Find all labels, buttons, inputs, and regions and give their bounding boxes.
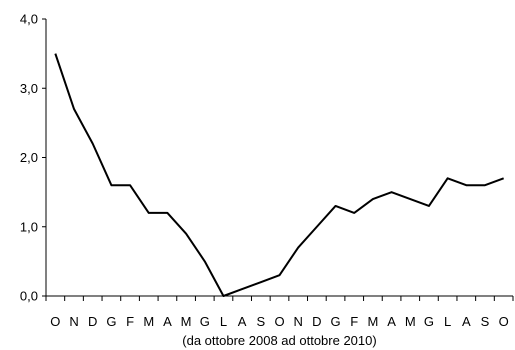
y-axis: 0,0 1,0 2,0 3,0 4,0 xyxy=(20,12,47,304)
x-tick-label: A xyxy=(387,314,396,329)
x-tick-label: D xyxy=(312,314,321,329)
y-tick-label: 2,0 xyxy=(20,150,38,165)
x-tick-label: G xyxy=(200,314,210,329)
x-tick-label: O xyxy=(50,314,60,329)
x-tick-label: A xyxy=(163,314,172,329)
x-tick-label: M xyxy=(181,314,192,329)
y-tick-label: 0,0 xyxy=(20,289,38,304)
x-tick-label: M xyxy=(367,314,378,329)
x-tick-label: S xyxy=(481,314,490,329)
x-tick-label: D xyxy=(88,314,97,329)
y-tick-label: 1,0 xyxy=(20,219,38,234)
x-tick-label: L xyxy=(444,314,451,329)
x-tick-label: G xyxy=(330,314,340,329)
x-tick-label: F xyxy=(350,314,358,329)
x-tick-label: L xyxy=(220,314,227,329)
y-tick-label: 4,0 xyxy=(20,12,38,27)
x-tick-label: A xyxy=(238,314,247,329)
x-tick-label: A xyxy=(462,314,471,329)
x-tick-label: N xyxy=(293,314,302,329)
x-tick-label: M xyxy=(405,314,416,329)
x-tick-label: G xyxy=(106,314,116,329)
y-tick-label: 3,0 xyxy=(20,81,38,96)
x-tick-label: N xyxy=(69,314,78,329)
x-tick-label: O xyxy=(274,314,284,329)
x-tick-label: F xyxy=(126,314,134,329)
series-line xyxy=(54,53,505,297)
x-tick-label: O xyxy=(499,314,509,329)
x-axis-label: (da ottobre 2008 ad ottobre 2010) xyxy=(182,333,376,348)
series-group xyxy=(54,53,505,297)
x-tick-label: G xyxy=(424,314,434,329)
x-tick-label: S xyxy=(256,314,265,329)
x-tick-label: M xyxy=(143,314,154,329)
